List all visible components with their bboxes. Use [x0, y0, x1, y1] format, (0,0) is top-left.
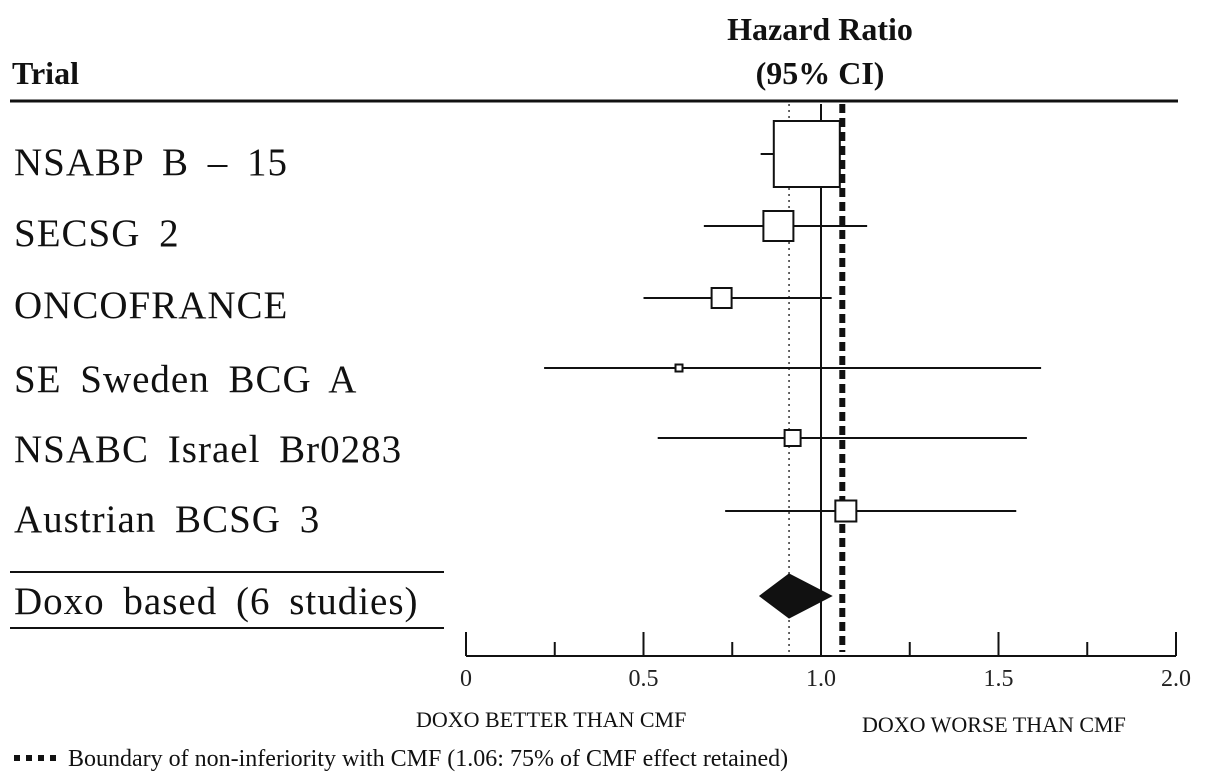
point-estimate-box	[783, 429, 802, 447]
study-label: ONCOFRANCE	[14, 284, 288, 327]
point-estimate-box	[762, 210, 795, 242]
point-estimate-box	[674, 363, 684, 373]
pooled-label: Doxo based (6 studies)	[14, 580, 419, 623]
point-estimate-box	[710, 287, 733, 309]
x-tick-label: 1.0	[806, 666, 836, 692]
hazard-ratio-header: Hazard Ratio	[727, 11, 913, 47]
study-label: SE Sweden BCG A	[14, 358, 357, 401]
trial-header: Trial	[12, 55, 79, 91]
x-tick-label: 0.5	[629, 666, 659, 692]
point-estimate-box	[834, 499, 858, 523]
x-tick-label: 2.0	[1161, 666, 1191, 692]
x-tick-label: 0	[460, 666, 472, 692]
footnote-legend: Boundary of non-inferiority with CMF (1.…	[14, 746, 788, 772]
x-tick-label: 1.5	[984, 666, 1014, 692]
ci-header: (95% CI)	[756, 55, 885, 91]
study-label: NSABC Israel Br0283	[14, 428, 402, 471]
pooled-diamond	[758, 573, 833, 619]
left-caption: DOXO BETTER THAN CMF	[416, 707, 686, 732]
study-label: NSABP B – 15	[14, 141, 288, 184]
right-caption: DOXO WORSE THAN CMF	[862, 712, 1126, 737]
point-estimate-box	[772, 120, 841, 188]
study-label: Austrian BCSG 3	[14, 498, 320, 541]
study-label: SECSG 2	[14, 212, 180, 255]
footnote-text: Boundary of non-inferiority with CMF (1.…	[68, 746, 788, 772]
